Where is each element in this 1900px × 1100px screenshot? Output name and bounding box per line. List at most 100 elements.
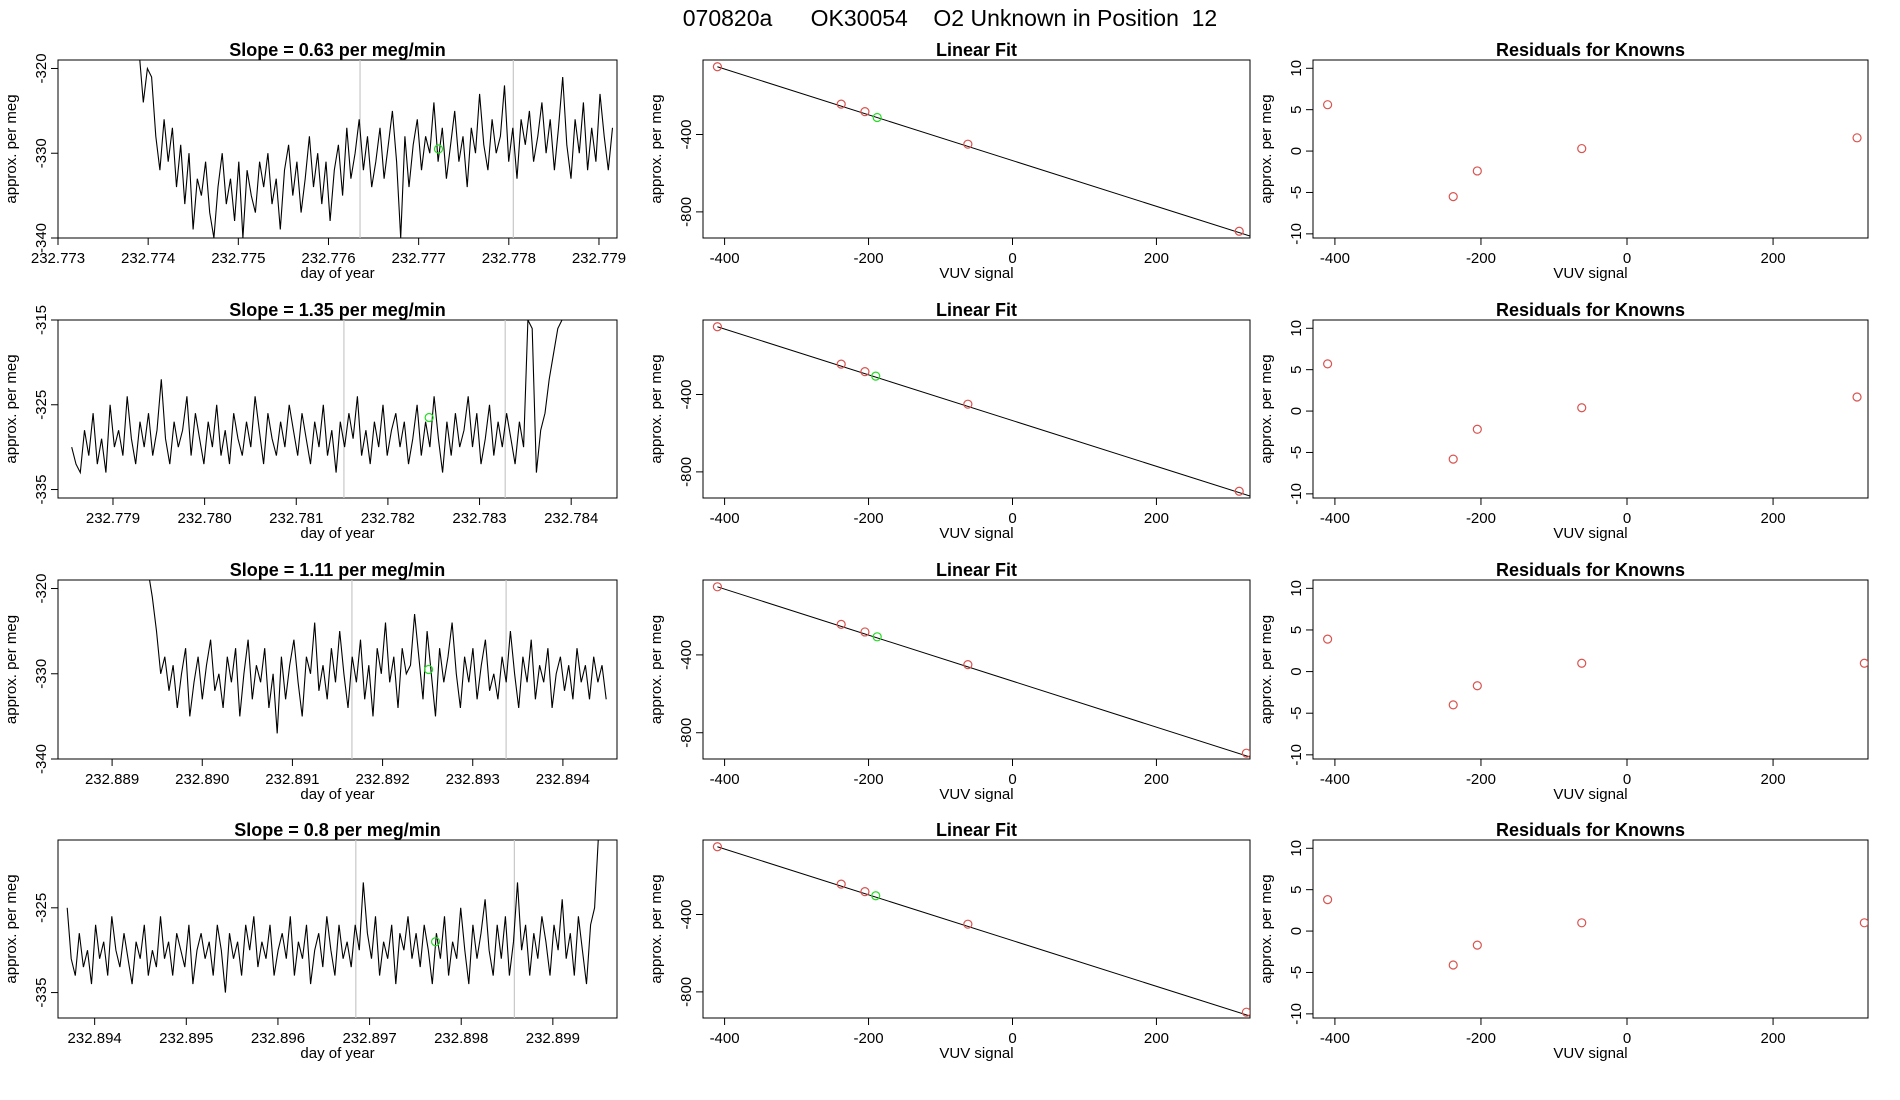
residuals-1-plot-frame	[1312, 59, 1869, 239]
time-series-1-y-tick-label: -330	[33, 138, 50, 168]
time-series-2-plot-frame	[57, 319, 618, 499]
residuals-4-known-point	[1448, 960, 1458, 970]
linear-fit-1-x-tick-label: 0	[1008, 250, 1016, 267]
residuals-3-known-point	[1859, 658, 1868, 668]
time-series-3-x-tick-label: 232.894	[536, 771, 590, 788]
time-series-1-x-axis-label: day of year	[300, 265, 374, 282]
residuals-1-known-point	[1448, 192, 1458, 202]
linear-fit-4-y-tick-label: -400	[678, 899, 695, 929]
linear-fit-3-y-axis-label: approx. per meg	[648, 615, 665, 724]
residuals-4-known-point	[1577, 918, 1587, 928]
time-series-4-x-axis-label: day of year	[300, 1045, 374, 1062]
time-series-2-x-tick-label: 232.780	[178, 510, 232, 527]
residuals-4-known-point	[1323, 895, 1333, 905]
time-series-2-x-tick-label: 232.779	[86, 510, 140, 527]
residuals-2-y-tick-label: -10	[1288, 483, 1305, 505]
time-series-2-series-line	[71, 320, 563, 475]
time-series-3-marks	[149, 580, 607, 759]
residuals-2-y-tick-label: 10	[1288, 320, 1305, 337]
time-series-4-title: Slope = 0.8 per meg/min	[234, 820, 441, 840]
residuals-1-y-tick-label: -10	[1288, 223, 1305, 245]
time-series-4-x-tick-label: 232.896	[251, 1030, 305, 1047]
linear-fit-1-known-point	[860, 107, 870, 117]
time-series-3-x-tick-label: 232.890	[175, 771, 229, 788]
linear-fit-3-x-tick-label: -400	[710, 771, 740, 788]
residuals-2-known-point	[1852, 392, 1862, 402]
linear-fit-4-y-tick-label: -800	[678, 977, 695, 1007]
linear-fit-2-y-axis-label: approx. per meg	[648, 354, 665, 463]
linear-fit-3-y-tick-label: -400	[678, 640, 695, 670]
linear-fit-4-marks	[712, 842, 1250, 1017]
linear-fit-1-plot-frame	[702, 59, 1251, 239]
residuals-1-title: Residuals for Knowns	[1496, 40, 1685, 60]
linear-fit-3-x-tick-label: -200	[854, 771, 884, 788]
time-series-2-x-tick-label: 232.781	[269, 510, 323, 527]
time-series-3-y-tick-label: -330	[33, 659, 50, 689]
linear-fit-1-fit-line	[717, 66, 1250, 237]
time-series-2-y-axis-label: approx. per meg	[3, 354, 20, 463]
residuals-2-x-tick-label: -400	[1320, 510, 1350, 527]
linear-fit-3-known-point	[963, 660, 973, 670]
residuals-2-known-point	[1472, 424, 1482, 434]
time-series-1-y-tick-label: -340	[33, 223, 50, 253]
time-series-2-title: Slope = 1.35 per meg/min	[229, 300, 446, 320]
residuals-3-y-tick-label: -5	[1288, 707, 1305, 720]
residuals-4-known-point	[1472, 940, 1482, 950]
residuals-2-marks	[1323, 359, 1862, 464]
residuals-2-x-tick-label: 0	[1623, 510, 1631, 527]
linear-fit-3-plot-frame	[702, 579, 1251, 760]
linear-fit-2-known-point	[963, 399, 973, 409]
linear-fit-2-title: Linear Fit	[936, 300, 1017, 320]
time-series-3-y-tick-label: -320	[33, 574, 50, 604]
time-series-3-panel: Slope = 1.11 per meg/min 232.889 232.890 23…	[3, 560, 618, 803]
time-series-1-x-tick-label: 232.778	[482, 250, 536, 267]
linear-fit-2-known-point	[836, 359, 846, 369]
residuals-3-panel: Residuals for Knowns -400 -200 0 200 10 5 0 -5 -1…	[1258, 560, 1869, 803]
residuals-2-y-tick-label: 0	[1288, 407, 1305, 415]
residuals-3-y-tick-label: 10	[1288, 580, 1305, 597]
time-series-3-x-tick-label: 232.891	[265, 771, 319, 788]
residuals-2-panel: Residuals for Knowns -400 -200 0 200 10 5 0 -5 -1…	[1258, 300, 1869, 542]
time-series-2-panel: Slope = 1.35 per meg/min 232.779 232.780 23…	[3, 300, 618, 542]
residuals-2-known-point	[1577, 403, 1587, 413]
linear-fit-1-x-tick-label: -400	[710, 250, 740, 267]
time-series-4-series-line	[66, 840, 599, 993]
linear-fit-4-x-tick-label: -400	[710, 1030, 740, 1047]
residuals-1-x-axis-label: VUV signal	[1553, 265, 1627, 282]
time-series-3-title: Slope = 1.11 per meg/min	[230, 560, 446, 580]
residuals-4-x-axis-label: VUV signal	[1553, 1045, 1627, 1062]
time-series-3-unknown-point	[423, 664, 434, 675]
linear-fit-2-panel: Linear Fit -400 -200 0 200 -400 -800 VUV signal…	[648, 300, 1251, 542]
residuals-1-y-tick-label: -5	[1288, 186, 1305, 199]
time-series-1-unknown-point	[433, 144, 444, 154]
linear-fit-3-title: Linear Fit	[936, 560, 1017, 580]
linear-fit-4-panel: Linear Fit -400 -200 0 200 -400 -800 VUV signal…	[648, 820, 1251, 1062]
residuals-3-y-tick-label: 5	[1288, 626, 1305, 634]
linear-fit-4-fit-line	[717, 846, 1250, 1017]
time-series-4-y-tick-label: -335	[33, 978, 50, 1008]
residuals-4-x-tick-label: 200	[1761, 1030, 1786, 1047]
linear-fit-2-plot-frame	[702, 319, 1251, 499]
residuals-3-known-point	[1323, 634, 1333, 644]
linear-fit-2-unknown-point	[871, 371, 881, 381]
linear-fit-4-known-point	[836, 879, 846, 889]
linear-fit-3-marks	[712, 582, 1250, 758]
time-series-1-y-axis-label: approx. per meg	[3, 94, 20, 203]
time-series-4-x-tick-label: 232.899	[526, 1030, 580, 1047]
residuals-3-plot-frame	[1312, 579, 1869, 760]
linear-fit-3-y-tick-label: -800	[678, 718, 695, 748]
time-series-1-x-tick-label: 232.777	[392, 250, 446, 267]
residuals-4-y-tick-label: 0	[1288, 927, 1305, 935]
residuals-2-y-axis-label: approx. per meg	[1258, 354, 1275, 463]
linear-fit-1-known-point	[712, 62, 722, 72]
residuals-2-known-point	[1448, 454, 1458, 464]
residuals-3-known-point	[1448, 700, 1458, 710]
time-series-1-x-tick-label: 232.775	[211, 250, 265, 267]
residuals-3-known-point	[1472, 681, 1482, 691]
residuals-3-x-axis-label: VUV signal	[1553, 786, 1627, 803]
linear-fit-1-known-point	[836, 99, 846, 109]
linear-fit-2-y-tick-label: -800	[678, 457, 695, 487]
residuals-3-x-tick-label: 0	[1623, 771, 1631, 788]
linear-fit-4-title: Linear Fit	[936, 820, 1017, 840]
residuals-4-x-tick-label: -200	[1466, 1030, 1496, 1047]
